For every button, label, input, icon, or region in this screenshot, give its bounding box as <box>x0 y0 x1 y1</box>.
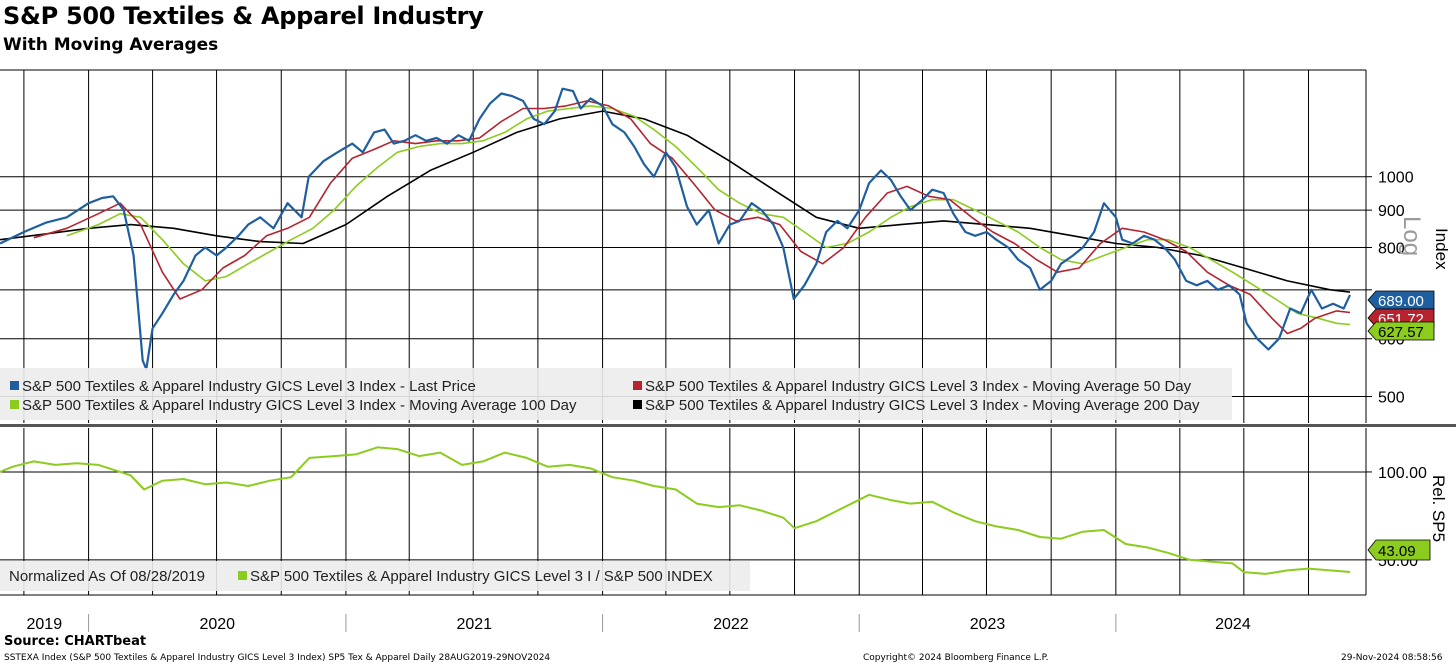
legend-entry: S&P 500 Textiles & Apparel Industry GICS… <box>250 568 713 585</box>
panel-separator <box>0 424 1456 427</box>
log-scale-watermark: Log <box>1398 216 1425 256</box>
series-line-moving-average-100-day <box>66 105 1351 326</box>
x-tick-label: 2021 <box>456 616 492 633</box>
series-line-last-price <box>0 87 1351 371</box>
footer-copyright: Copyright© 2024 Bloomberg Finance L.P. <box>863 653 1049 663</box>
x-tick-label: 2023 <box>970 616 1006 633</box>
grid-lines <box>0 69 1372 595</box>
x-tick-label: 2024 <box>1215 616 1251 633</box>
chart-title: S&P 500 Textiles & Apparel Industry <box>3 2 484 30</box>
legend-swatch <box>633 400 642 409</box>
series-line-relative-strength <box>0 446 1351 575</box>
legend-swatch <box>238 571 247 580</box>
legend-lower-bg <box>0 561 750 591</box>
y-tick-label-upper: 500 <box>1378 390 1405 407</box>
y-tick-label-upper: 1000 <box>1378 170 1414 187</box>
y-tick-label-upper: 900 <box>1378 203 1405 220</box>
last-value-tag-box <box>1367 539 1431 561</box>
series-line-moving-average-200-day <box>0 110 1351 293</box>
legend-upper-bg <box>0 368 1232 420</box>
legend-entry: S&P 500 Textiles & Apparel Industry GICS… <box>22 397 577 414</box>
legend-entry: S&P 500 Textiles & Apparel Industry GICS… <box>645 397 1200 414</box>
x-tick-label: 2022 <box>713 616 749 633</box>
y-axis-title-lower: Rel. SP5 <box>1429 475 1448 542</box>
last-value-tag-label: 627.57 <box>1378 324 1424 341</box>
last-value-tag: 689.00 <box>1367 290 1435 310</box>
last-value-tag-box <box>1367 321 1435 341</box>
legend-entry-normalized: Normalized As Of 08/28/2019 <box>9 568 205 585</box>
last-value-tag-label: 689.00 <box>1378 293 1424 310</box>
last-value-tag: 627.57 <box>1367 321 1435 341</box>
last-value-tag-label: 43.09 <box>1378 543 1416 560</box>
legend-swatch <box>633 381 642 390</box>
source-label: Source: CHARTbeat <box>4 634 147 649</box>
y-tick-label-upper: 800 <box>1378 240 1405 257</box>
legend-swatch <box>10 400 19 409</box>
series-line-moving-average-50-day <box>33 100 1351 335</box>
footer-ticker-info: SSTEXA Index (S&P 500 Textiles & Apparel… <box>4 653 551 663</box>
legend-swatch <box>10 381 19 390</box>
x-tick-label: 2019 <box>27 616 63 633</box>
x-tick-label: 2020 <box>199 616 235 633</box>
footer-timestamp: 29-Nov-2024 08:58:56 <box>1341 653 1443 663</box>
chart-subtitle: With Moving Averages <box>3 35 219 55</box>
last-value-tag-box <box>1367 290 1435 310</box>
legend-entry: S&P 500 Textiles & Apparel Industry GICS… <box>22 378 476 395</box>
legend-entry: S&P 500 Textiles & Apparel Industry GICS… <box>645 378 1192 395</box>
y-axis-title-upper: Index <box>1432 228 1451 270</box>
last-value-tag: 43.09 <box>1367 539 1431 561</box>
y-tick-label-lower: 100.00 <box>1378 465 1427 482</box>
